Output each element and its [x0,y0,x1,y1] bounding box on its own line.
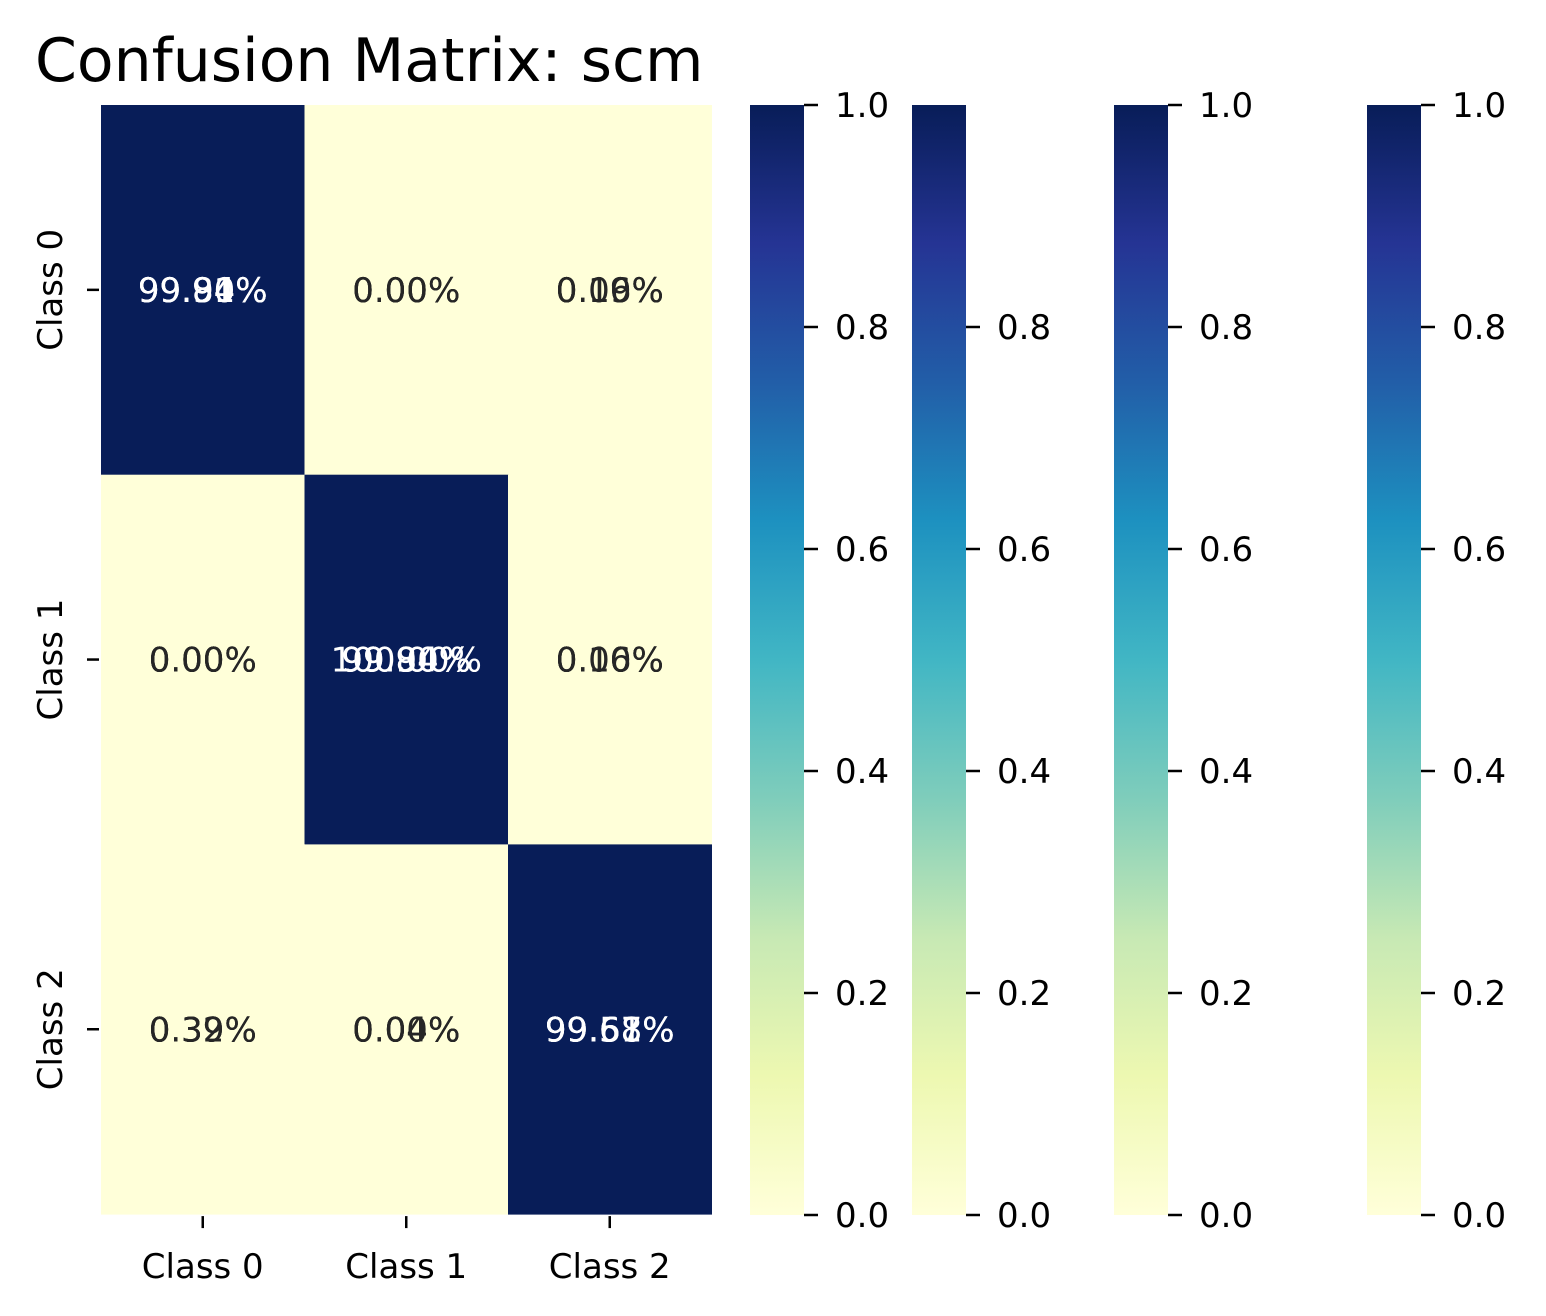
colorbar-1: 0.0 0.2 0.4 0.6 0.8 1.0 [750,86,889,1236]
colorbar-tick-label: 1.0 [835,86,889,126]
colorbar-tick-label: 0.4 [997,752,1051,792]
cell-annotation-r0-c2-layer0: 0.16% [556,271,664,311]
cell-annotation-r0-c0-layer0: 99.84% [138,271,268,311]
colorbar-tick-label: 0.6 [835,530,889,570]
colorbar-tick-label: 0.0 [1452,1196,1506,1236]
cell-annotation-r1-c0-layer0: 0.00% [149,641,257,681]
cell-annotation-r0-c1-layer1: 0.00% [352,271,460,311]
colorbar-tick-label: 0.2 [1199,974,1253,1014]
y-tick-label: Class 2 [31,968,71,1090]
cell-annotation-r2-c0-layer0: 0.39% [149,1010,257,1050]
cell-annotation-r2-c0-layer2: 0.39% [149,1010,257,1050]
cell-annotation-r1-c1-layer0: 99.84% [341,641,471,681]
cell-annotation-r0-c2-layer2: 0.10% [556,271,664,311]
colorbar-tick-label: 0.0 [1199,1196,1253,1236]
heatmap [101,105,712,1215]
colorbar-3: 0.0 0.2 0.4 0.6 0.8 1.0 [1114,86,1253,1236]
cell-annotation-r2-c1-layer1: 0.00% [352,1010,460,1050]
cell-annotation-r1-c1-layer1: 100.00% [331,641,482,681]
cell-annotation-r2-c2-layer0: 99.57% [545,1010,675,1050]
cell-annotation-r2-c0-layer1: 0.32% [149,1010,257,1050]
colorbar-tick-label: 0.8 [835,308,889,348]
colorbar-tick-label: 0.4 [835,752,889,792]
cell-annotation-r0-c1-layer2: 0.00% [352,271,460,311]
axes: Class 0 Class 1 Class 2 Class 0 Class 1 Class… [31,229,671,1287]
cell-annotation-r1-c2-layer2: 0.10% [556,641,664,681]
colorbar-tick-label: 0.0 [997,1196,1051,1236]
heatmap-cell-r0-c2 [508,105,712,476]
colorbar-gradient [1114,105,1168,1215]
colorbar-gradient [912,105,966,1215]
heatmap-cell-r2-c2 [508,844,712,1215]
heatmap-cell-r1-c2 [508,474,712,845]
cell-annotation-r2-c2-layer1: 99.68% [545,1010,675,1050]
colorbar-tick-label: 1.0 [1199,86,1253,126]
cell-annotation-r2-c2-layer2: 99.61% [545,1010,675,1050]
cell-annotation-r0-c2-layer1: 0.09% [556,271,664,311]
cell-annotation-r0-c0-layer1: 99.91% [138,271,268,311]
cell-annotation-r1-c1-layer2: 99.90% [341,641,471,681]
heatmap-cell-r0-c1 [304,105,509,476]
colorbar-4: 0.0 0.2 0.4 0.6 0.8 1.0 [1367,86,1506,1236]
cell-annotation-r2-c1-layer2: 0.04% [352,1010,460,1050]
cell-annotation-r0-c1-layer0: 0.00% [352,271,460,311]
y-tick-label: Class 1 [31,599,71,721]
cell-annotation-r1-c0-layer1: 0.00% [149,641,257,681]
colorbar-tick-label: 0.6 [997,530,1051,570]
cell-annotation-r1-c2-layer1: 0.00% [556,641,664,681]
colorbar-gradient [1367,105,1421,1215]
colorbar-tick-label: 0.6 [1199,530,1253,570]
colorbar-tick-label: 0.0 [835,1196,889,1236]
colorbar-tick-label: 0.2 [835,974,889,1014]
colorbar-tick-label: 0.4 [1452,752,1506,792]
x-tick-label: Class 2 [549,1247,671,1287]
cell-annotation-r0-c0-layer2: 99.90% [138,271,268,311]
x-tick-label: Class 0 [142,1247,264,1287]
heatmap-cell-r1-c1 [304,474,509,845]
colorbar-tick-label: 1.0 [1452,86,1506,126]
colorbar-gradient [750,105,804,1215]
colorbar-tick-label: 0.8 [1199,308,1253,348]
colorbar-tick-label: 0.6 [1452,530,1506,570]
cell-annotations: 99.84%99.91%99.90% 0.00%0.00%0.00% 0.16%0.… [138,271,675,1050]
colorbar-tick-label: 0.8 [997,308,1051,348]
colorbar-2: 0.0 0.2 0.4 0.6 0.8 [912,105,1051,1236]
colorbars: 0.00.20.40.60.81.00.00.20.40.60.80.00.20… [750,86,1506,1236]
heatmap-cell-r1-c0 [101,474,305,845]
y-tick-label: Class 0 [31,229,71,351]
heatmap-cell-r2-c0 [101,844,305,1215]
cell-annotation-r1-c0-layer2: 0.00% [149,641,257,681]
colorbar-tick-label: 0.4 [1199,752,1253,792]
colorbar-tick-label: 0.2 [997,974,1051,1014]
cell-annotation-r2-c1-layer0: 0.04% [352,1010,460,1050]
cell-annotation-r1-c2-layer0: 0.16% [556,641,664,681]
colorbar-tick-label: 0.8 [1452,308,1506,348]
x-tick-label: Class 1 [345,1247,467,1287]
heatmap-cell-r2-c1 [304,844,509,1215]
heatmap-cell-r0-c0 [101,105,305,476]
chart-title: Confusion Matrix: scm [35,26,703,96]
colorbar-tick-label: 0.2 [1452,974,1506,1014]
